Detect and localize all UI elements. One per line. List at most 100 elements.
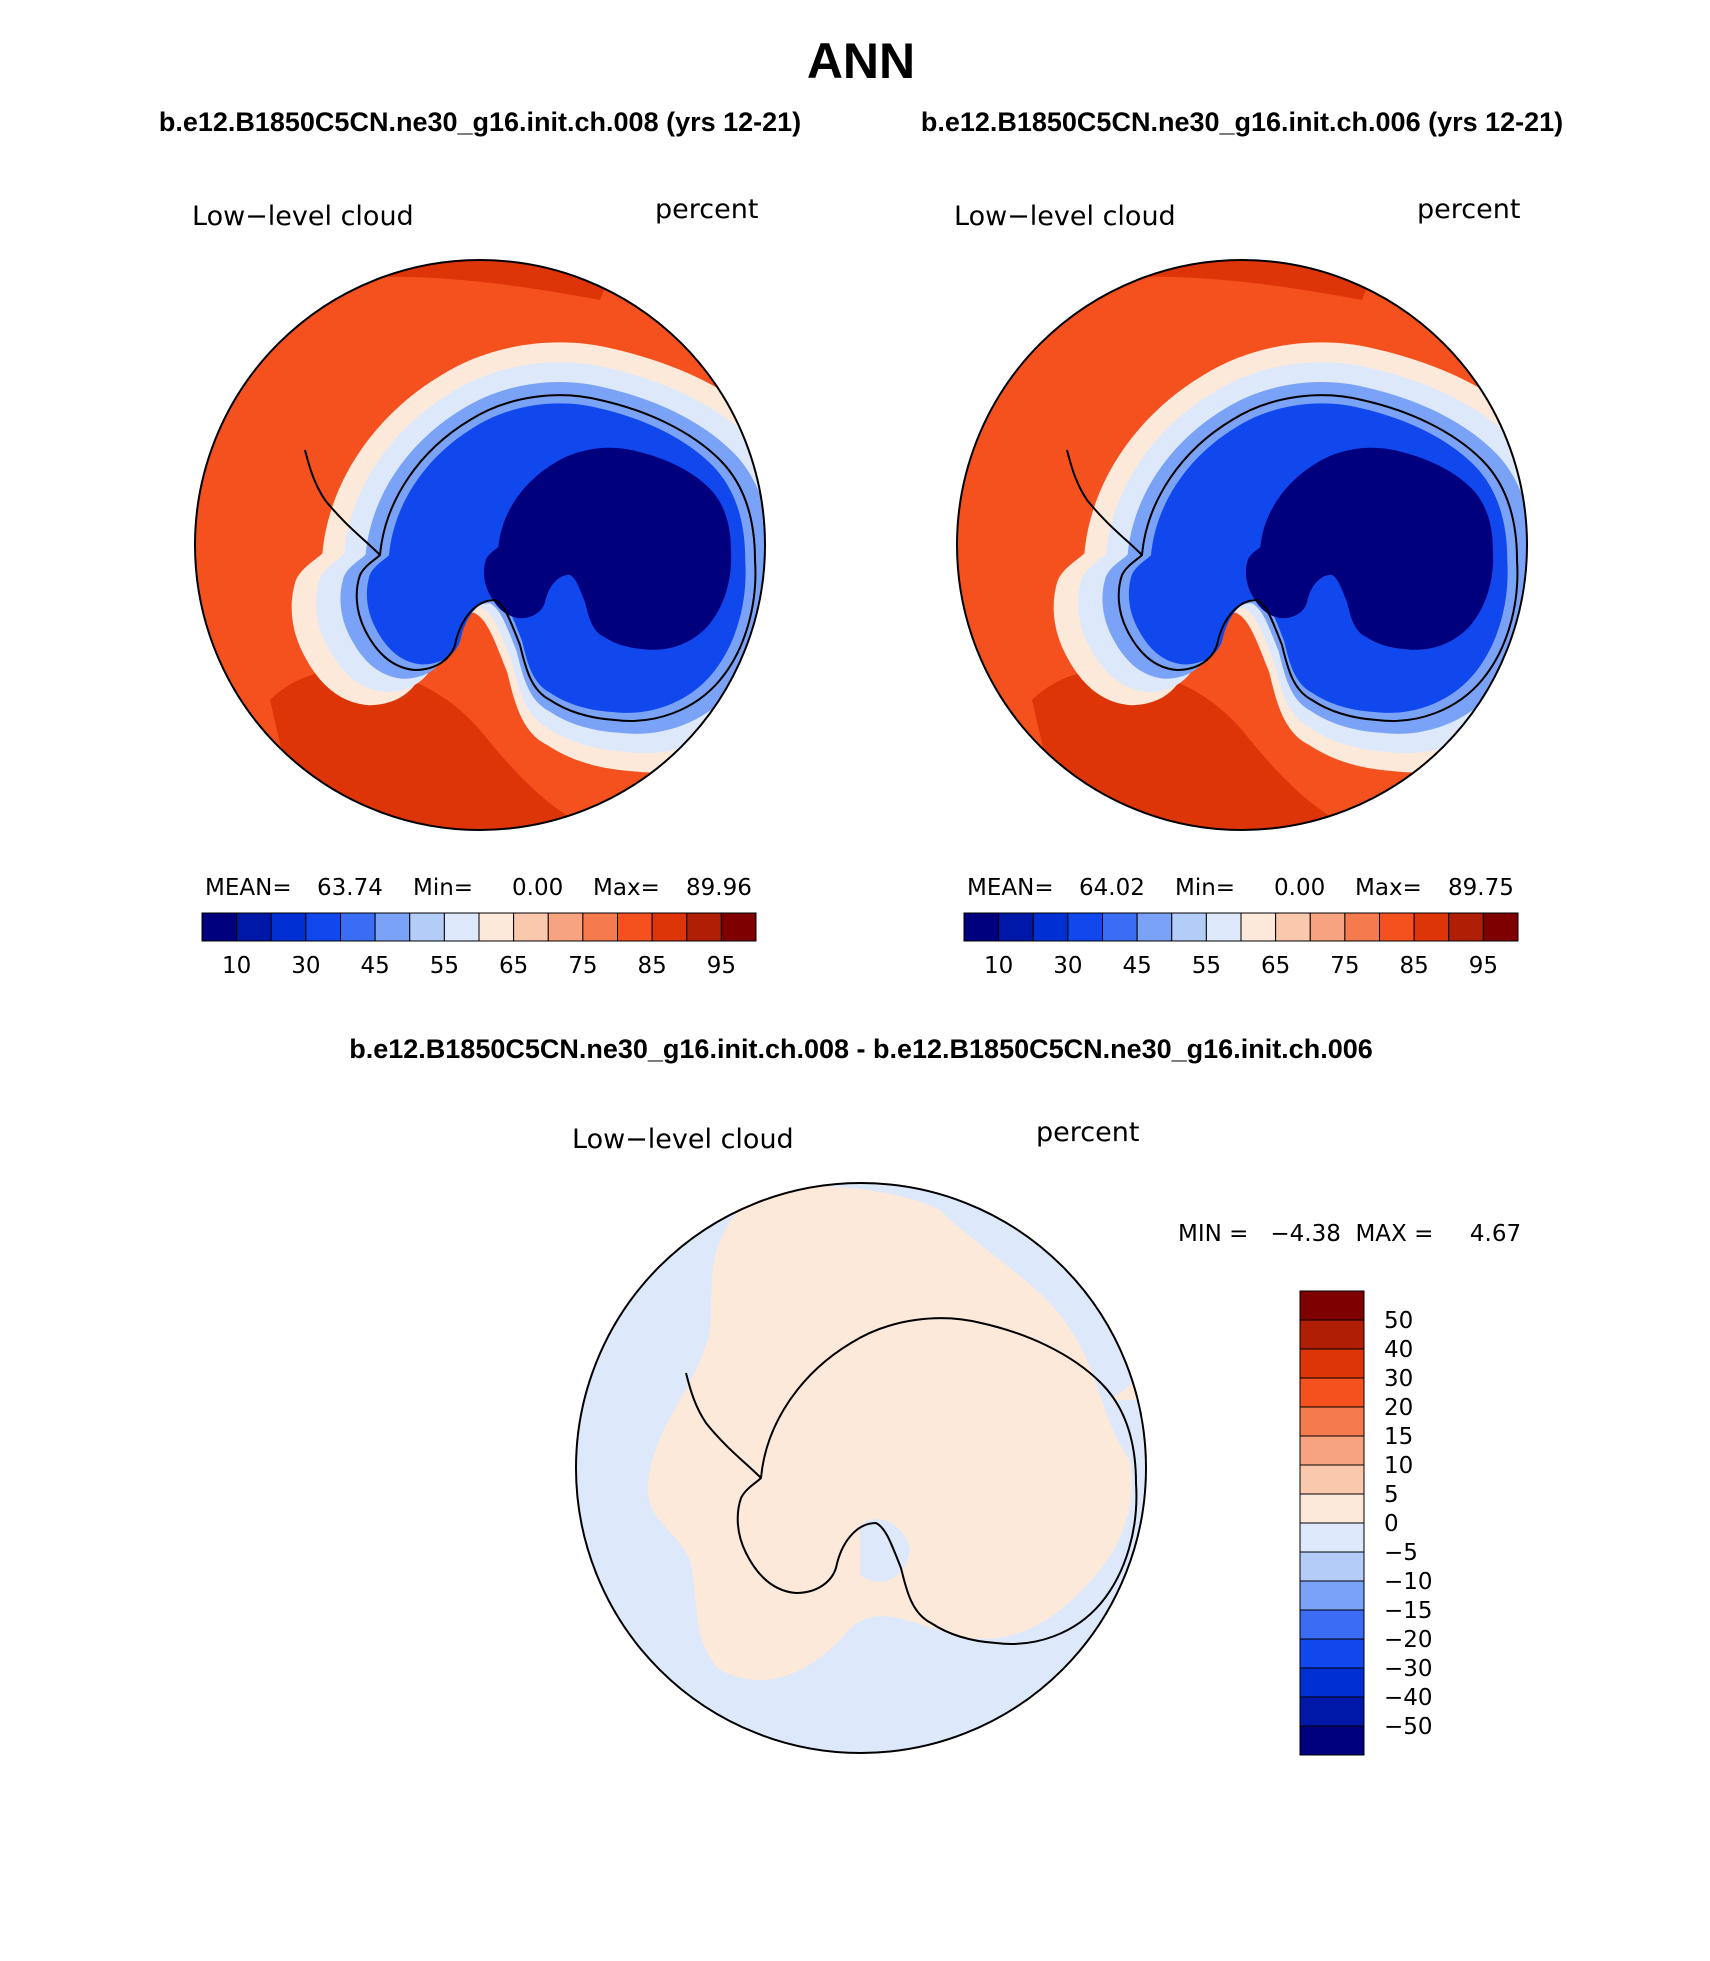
colorbar-tick-label: 5 [1384, 1482, 1399, 1508]
colorbar-swatch [651, 912, 688, 942]
colorbar-tick-label: 65 [1261, 953, 1290, 979]
colorbar-tick-label: 55 [1192, 953, 1221, 979]
colorbar-tick-label: 45 [360, 953, 389, 979]
colorbar-tick-label: 55 [430, 953, 459, 979]
stats-line: MEAN= 64.02 Min= 0.00 Max= 89.75 [967, 875, 1514, 901]
colorbar-swatch [1299, 1696, 1365, 1727]
colorbar-swatch [443, 912, 480, 942]
colorbar-tick-label: −15 [1384, 1598, 1433, 1624]
colorbar-swatch [686, 912, 722, 942]
colorbar-swatch [1067, 912, 1103, 942]
colorbar-swatch [1275, 912, 1311, 942]
colorbar-tick-label: 0 [1384, 1511, 1399, 1537]
colorbar-swatch [1299, 1493, 1365, 1524]
diff-title: b.e12.B1850C5CN.ne30_g16.init.ch.008 - b… [349, 1034, 1373, 1064]
colorbar-swatch [547, 912, 584, 942]
colorbar-tick-label: −5 [1384, 1540, 1418, 1566]
colorbar-swatch [1205, 912, 1242, 942]
map-boundary [194, 259, 766, 831]
colorbar-swatch [1482, 912, 1519, 942]
colorbar-tick-label: 40 [1384, 1337, 1413, 1363]
colorbar-swatch [1299, 1464, 1365, 1495]
colorbar-tick-label: −40 [1384, 1685, 1433, 1711]
panel-left: Low−level cloud percent MEAN= 63.74 Min=… [192, 194, 766, 979]
colorbar-swatch [720, 912, 757, 942]
colorbar-swatch [1171, 912, 1207, 942]
variable-label: Low−level cloud [192, 201, 414, 232]
colorbar-tick-label: 30 [291, 953, 320, 979]
panel-difference: Low−level cloud percent MIN = −4.38 MAX … [572, 1117, 1521, 1756]
colorbar-tick-label: 30 [1384, 1366, 1413, 1392]
min-label: Min= [413, 875, 473, 901]
diff-positive-region [648, 1186, 1132, 1680]
colorbar-horizontal: 10 30 45 55 65 75 85 95 [201, 912, 757, 979]
colorbar-tick-label: 50 [1384, 1308, 1413, 1334]
units-label: percent [1036, 1117, 1139, 1148]
colorbar-swatch [1299, 1580, 1365, 1611]
colorbar-swatch [236, 912, 272, 942]
colorbar-swatch [1299, 1319, 1365, 1350]
colorbar-swatch [1136, 912, 1173, 942]
colorbar-tick-label: 85 [637, 953, 666, 979]
min-value: 0.00 [1274, 875, 1325, 901]
variable-label: Low−level cloud [572, 1124, 794, 1155]
colorbar-tick-label: 75 [568, 953, 597, 979]
colorbar-horizontal: 10 30 45 55 65 75 85 95 [963, 912, 1519, 979]
colorbar-swatch [1299, 1725, 1365, 1756]
max-label: Max= [593, 875, 660, 901]
colorbar-swatch [1299, 1348, 1365, 1379]
colorbar-swatch [513, 912, 549, 942]
colorbar-tick-label: 10 [984, 953, 1013, 979]
min-value: 0.00 [512, 875, 563, 901]
colorbar-swatch [998, 912, 1034, 942]
map-boundary [575, 1182, 1147, 1754]
map-boundary [956, 259, 1528, 831]
ocean-peak-region [270, 668, 600, 830]
colorbar-swatch [1299, 1609, 1365, 1640]
colorbar-swatch [1299, 1551, 1365, 1582]
colorbar-swatch [1309, 912, 1346, 942]
ocean-peak-region [1032, 668, 1362, 830]
polar-map [576, 1183, 1146, 1753]
colorbar-swatch [409, 912, 445, 942]
colorbar-swatch [617, 912, 653, 942]
colorbar-swatch [1413, 912, 1450, 942]
mean-label: MEAN= [967, 875, 1054, 901]
stats-line: MEAN= 63.74 Min= 0.00 Max= 89.96 [205, 875, 752, 901]
colorbar-tick-label: 95 [707, 953, 736, 979]
colorbar-tick-label: 20 [1384, 1395, 1413, 1421]
polar-map [957, 260, 1527, 830]
colorbar-swatch [1102, 912, 1138, 942]
diff-stats: MIN = −4.38 MAX = 4.67 [1178, 1221, 1521, 1247]
colorbar-swatch [963, 912, 1000, 942]
max-value: 89.96 [686, 875, 752, 901]
colorbar-swatch [1032, 912, 1069, 942]
colorbar-swatch [374, 912, 411, 942]
max-label: Max= [1355, 875, 1422, 901]
panel-right: Low−level cloud percent MEAN= 64.02 Min=… [954, 194, 1528, 979]
colorbar-tick-label: 10 [1384, 1453, 1413, 1479]
colorbar-tick-label: 30 [1053, 953, 1082, 979]
colorbar-swatch [1299, 1435, 1365, 1466]
subtitle-left: b.e12.B1850C5CN.ne30_g16.init.ch.008 (yr… [159, 107, 801, 137]
polar-map [195, 260, 765, 830]
mean-value: 63.74 [317, 875, 383, 901]
colorbar-swatch [1299, 1290, 1365, 1321]
colorbar-tick-label: 65 [499, 953, 528, 979]
colorbar-swatch [1299, 1406, 1365, 1437]
colorbar-swatch [582, 912, 618, 942]
colorbar-tick-label: 10 [222, 953, 251, 979]
colorbar-swatch [1299, 1522, 1365, 1553]
min-label: Min= [1175, 875, 1235, 901]
colorbar-swatch [1448, 912, 1484, 942]
colorbar-tick-label: −20 [1384, 1627, 1433, 1653]
colorbar-tick-label: 95 [1469, 953, 1498, 979]
colorbar-tick-label: 75 [1330, 953, 1359, 979]
colorbar-tick-label: −10 [1384, 1569, 1433, 1595]
colorbar-tick-label: −50 [1384, 1714, 1433, 1740]
colorbar-tick-label: −30 [1384, 1656, 1433, 1682]
colorbar-swatch [305, 912, 341, 942]
colorbar-swatch [201, 912, 238, 942]
colorbar-swatch [1379, 912, 1415, 942]
